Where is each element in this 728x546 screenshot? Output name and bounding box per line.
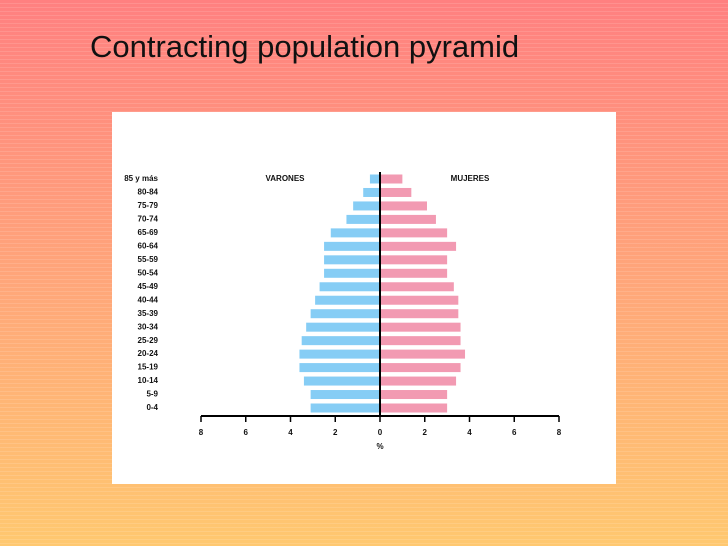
bar (324, 241, 380, 251)
category-label: 80-84 (138, 188, 159, 197)
category-label: 30-34 (138, 322, 159, 331)
bar (380, 390, 448, 400)
bar (380, 363, 461, 373)
bar (299, 363, 380, 373)
bar (380, 403, 448, 413)
category-label: 40-44 (138, 295, 159, 304)
x-tick-label: 6 (512, 428, 517, 437)
bar (315, 295, 380, 305)
bar (380, 322, 461, 332)
x-tick-label: 4 (467, 428, 472, 437)
category-label: 70-74 (138, 215, 159, 224)
legend-label: MUJERES (451, 174, 490, 183)
bar (363, 187, 380, 197)
chart-title: Contracting population pyramid (90, 29, 519, 64)
bar (380, 336, 461, 346)
x-axis-label: % (376, 442, 383, 451)
x-tick-label: 8 (199, 428, 204, 437)
bar (380, 268, 448, 278)
bar (380, 187, 412, 197)
bar (346, 214, 380, 224)
bar (380, 241, 457, 251)
x-tick-label: 4 (288, 428, 293, 437)
legend-label: VARONES (266, 174, 306, 183)
category-label: 0-4 (146, 403, 158, 412)
bar (380, 255, 448, 265)
category-label: 75-79 (138, 201, 159, 210)
bar (380, 201, 427, 211)
category-label: 50-54 (138, 268, 159, 277)
x-tick-label: 0 (378, 428, 383, 437)
category-label: 55-59 (138, 255, 159, 264)
bar (330, 228, 380, 238)
bar (306, 322, 380, 332)
category-label: 35-39 (138, 309, 159, 318)
category-label: 85 y más (124, 174, 158, 183)
bar (380, 174, 403, 184)
bar (310, 309, 380, 319)
x-tick-label: 6 (244, 428, 249, 437)
bar (324, 268, 380, 278)
category-label: 45-49 (138, 282, 159, 291)
bar (303, 376, 380, 386)
bar (380, 309, 459, 319)
bar (324, 255, 380, 265)
bar (301, 336, 380, 346)
bar (380, 376, 457, 386)
bar (380, 228, 448, 238)
bar (369, 174, 380, 184)
bar (380, 282, 454, 292)
x-tick-label: 2 (423, 428, 428, 437)
bar (319, 282, 380, 292)
category-label: 60-64 (138, 241, 159, 250)
x-tick-label: 8 (557, 428, 562, 437)
category-label: 10-14 (138, 376, 159, 385)
bar (310, 403, 380, 413)
bar (380, 349, 466, 359)
bar (380, 295, 459, 305)
bar (353, 201, 380, 211)
x-tick-label: 2 (333, 428, 338, 437)
bar (299, 349, 380, 359)
category-label: 5-9 (146, 390, 158, 399)
category-label: 15-19 (138, 363, 159, 372)
category-label: 65-69 (138, 228, 159, 237)
category-label: 20-24 (138, 349, 159, 358)
bar (380, 214, 436, 224)
category-label: 25-29 (138, 336, 159, 345)
bar (310, 390, 380, 400)
